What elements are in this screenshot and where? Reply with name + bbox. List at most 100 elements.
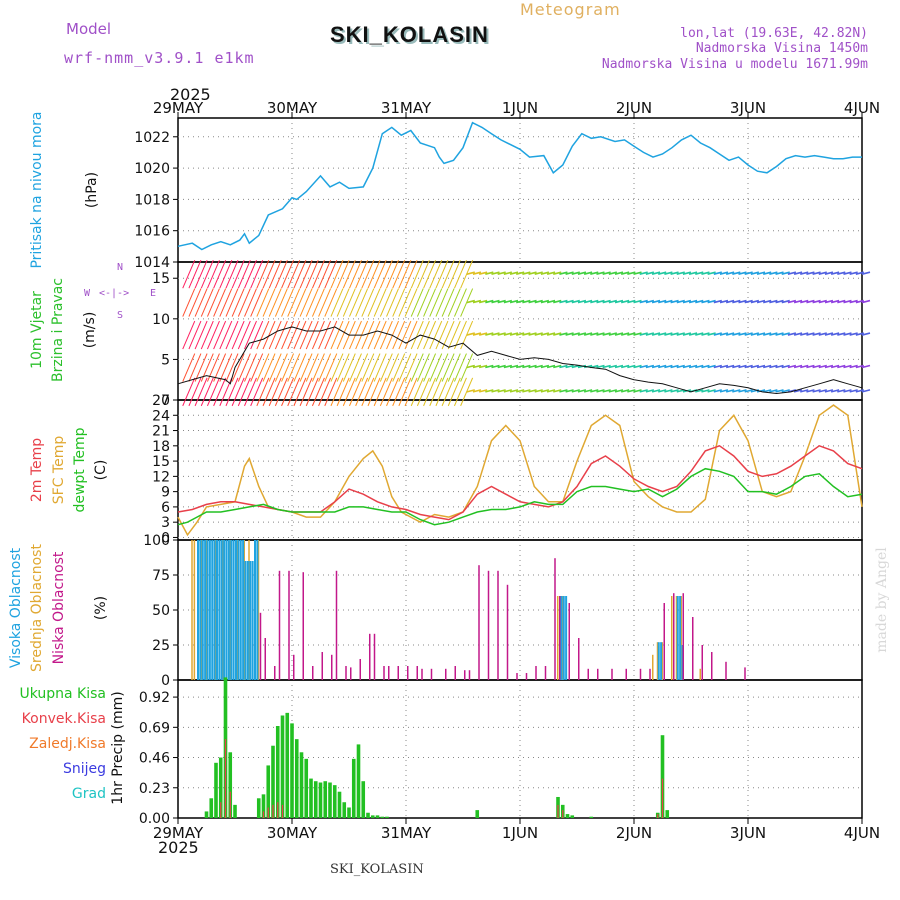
wind-barb (670, 271, 679, 275)
low-cloud-bar (359, 659, 361, 680)
wind-barb (843, 271, 852, 275)
wind-barb (268, 320, 282, 350)
wind-barb (244, 353, 257, 382)
wind-barb (299, 353, 313, 382)
wind-barb (342, 288, 356, 317)
wind-barb (491, 271, 500, 275)
high-cloud-bar (242, 540, 245, 680)
model-value: wrf-nmm_v3.9.1 e1km (64, 49, 255, 67)
low-cloud-bar (597, 668, 599, 680)
wind-barb (188, 353, 202, 382)
high-cloud-bar (679, 596, 682, 680)
mid-cloud-bar (236, 540, 238, 680)
y-tick-label: 25 (152, 638, 170, 654)
wind-barb (701, 299, 710, 304)
wind-barb (219, 353, 233, 382)
high-cloud-bar (657, 642, 660, 680)
wind-barb (695, 389, 704, 393)
conv-precip-bar (562, 810, 564, 818)
conv-precip-bar (267, 807, 269, 818)
wind-barb (416, 353, 430, 382)
wind-barb (682, 271, 692, 275)
wind-barb (244, 320, 257, 350)
wind-barb (670, 332, 679, 336)
wind-barb (305, 353, 319, 382)
wind-barb (837, 271, 846, 275)
wind-barb (608, 299, 618, 304)
wind-barb (429, 353, 443, 382)
wind-barb (571, 271, 580, 275)
wind-barb (818, 364, 827, 369)
wind-barb (423, 377, 437, 407)
conv-precip-bar (229, 791, 231, 818)
high-cloud-bar (562, 596, 565, 680)
high-cloud-bar (256, 540, 259, 680)
wind-barb (577, 299, 587, 304)
low-cloud-bar (388, 666, 390, 680)
wind-barb (633, 271, 642, 275)
wind-barb (453, 259, 467, 289)
mid-cloud-bar (243, 540, 245, 680)
wind-barb (404, 353, 418, 382)
wind-barb (293, 288, 307, 317)
wind-barb (818, 299, 827, 304)
wind-barb (447, 288, 461, 317)
compass-w-label: W (84, 288, 91, 299)
wind-barb (349, 353, 362, 382)
wind-barb (250, 288, 264, 317)
wind-barb (620, 332, 630, 336)
wind-barb (676, 364, 685, 369)
y-tick-label: 0.00 (139, 811, 170, 827)
wind-barb (386, 259, 399, 289)
wind-barb (725, 271, 735, 275)
mid-cloud-bar (699, 668, 701, 680)
high-cloud-bar (239, 540, 242, 680)
wind-barb (855, 271, 865, 275)
wind-barb (577, 389, 587, 393)
wind-barb (824, 299, 834, 304)
total-precip-bar (665, 810, 670, 818)
wind-barb (324, 320, 338, 350)
wind-barb (577, 271, 587, 275)
wind-barb (855, 389, 865, 393)
x-tick-label-bottom: 4JUN (844, 824, 880, 842)
wind-barb (262, 353, 276, 382)
wind-barb (522, 364, 531, 369)
wind-barb (664, 332, 673, 336)
y-tick-label: 12 (152, 469, 170, 485)
wind-barb (416, 259, 430, 289)
wind-barb (596, 299, 605, 304)
wind-barb (485, 271, 494, 275)
wind-barb (614, 332, 624, 336)
wind-barb (695, 332, 704, 336)
high-cloud-bar (197, 540, 199, 680)
high-cloud-bar (225, 540, 228, 680)
wind-barb (274, 377, 288, 407)
wind-barb (732, 389, 741, 393)
wind-barb (583, 271, 593, 275)
wind-barb (287, 259, 301, 289)
wind-barb (596, 271, 605, 275)
wind-barb (429, 377, 443, 407)
low-cloud-bar (278, 570, 281, 680)
wind-barb (763, 271, 772, 275)
x-tick-label-bottom: 3JUN (730, 824, 766, 842)
high-cloud-bar (220, 540, 223, 680)
model-altitude-info: Nadmorska Visina u modelu 1671.99m (601, 57, 868, 72)
x-tick-label-bottom: 2JUN (616, 824, 652, 842)
wind-barb (590, 299, 599, 304)
wind-barb (627, 364, 636, 369)
low-cloud-bar (711, 652, 713, 680)
wind-barb (719, 271, 729, 275)
wind-barb (756, 299, 766, 304)
y-tick-label: 50 (152, 603, 170, 619)
wind-barb (522, 299, 531, 304)
wind-barb (466, 271, 475, 275)
low-cloud-bar (274, 666, 276, 680)
wind-speed-line (177, 326, 863, 395)
wind-barb (281, 320, 295, 350)
wind-barb (793, 364, 803, 369)
wind-barb (367, 320, 381, 350)
wind-barb (750, 332, 760, 336)
y-tick-label: 0 (161, 393, 170, 409)
